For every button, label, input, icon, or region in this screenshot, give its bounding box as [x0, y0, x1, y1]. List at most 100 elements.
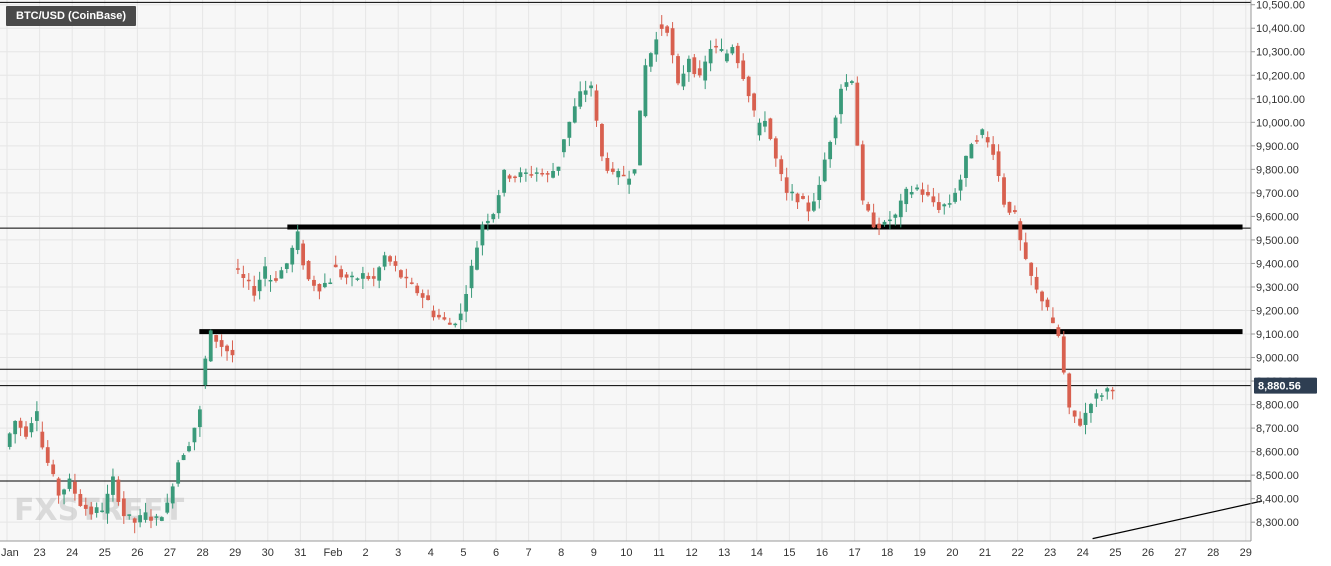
candle-body — [187, 446, 191, 452]
candle-down — [420, 289, 425, 309]
candle-up — [909, 185, 914, 199]
candle-down — [513, 175, 517, 183]
candle-up — [154, 513, 159, 526]
x-tick-label: 23 — [1044, 547, 1056, 559]
candle-up — [518, 167, 523, 183]
candle-up — [127, 514, 132, 520]
candle-body — [219, 340, 224, 347]
x-tick-label: 14 — [751, 547, 763, 559]
candle-up — [849, 79, 854, 85]
candle-body — [1078, 418, 1082, 426]
candle-up — [562, 138, 566, 158]
candle-down — [236, 258, 240, 275]
candle-body — [116, 479, 121, 502]
candle-up — [257, 271, 262, 300]
candle-up — [105, 484, 110, 524]
candle-body — [540, 173, 545, 175]
candle-up — [458, 303, 463, 330]
candle-up — [556, 166, 561, 176]
candle-down — [795, 192, 800, 209]
candle-body — [415, 285, 420, 294]
x-tick-label: Feb — [324, 547, 343, 559]
y-tick-label: 8,800.00 — [1256, 400, 1299, 412]
candle-body — [790, 191, 795, 194]
candle-body — [654, 39, 659, 55]
candle-down — [676, 53, 680, 86]
candle-body — [1045, 299, 1050, 308]
x-tick-label: 16 — [816, 547, 828, 559]
candle-down — [1061, 330, 1066, 375]
candle-body — [491, 214, 496, 220]
candle-body — [301, 243, 306, 266]
candle-up — [138, 508, 143, 528]
candle-body — [556, 166, 561, 171]
last-price-tag-bg — [1254, 377, 1317, 394]
candle-body — [844, 82, 849, 87]
candle-body — [159, 517, 164, 521]
candle-body — [817, 184, 822, 201]
y-tick-label: 9,200.00 — [1256, 305, 1299, 317]
candle-up — [464, 285, 469, 323]
candle-body — [404, 276, 409, 279]
candle-body — [670, 28, 675, 56]
candle-body — [779, 159, 784, 175]
candle-down — [605, 152, 610, 174]
candle-up — [34, 401, 39, 432]
candle-down — [1029, 262, 1034, 286]
candle-body — [507, 175, 512, 179]
candle-down — [779, 155, 784, 182]
candle-body — [795, 193, 800, 203]
candle-down — [1056, 324, 1061, 338]
candle-body — [105, 493, 110, 514]
candle-down — [806, 195, 811, 222]
candle-body — [757, 122, 762, 136]
candle-up — [790, 184, 795, 201]
candle-down — [344, 272, 349, 285]
candle-body — [616, 171, 621, 178]
candle-body — [246, 279, 251, 282]
candle-body — [562, 139, 566, 153]
candle-body — [1067, 373, 1072, 408]
candle-up — [480, 221, 485, 256]
candle-down — [801, 193, 805, 200]
candle-body — [697, 68, 702, 76]
candle-up — [1083, 402, 1088, 435]
candle-body — [605, 157, 610, 171]
candle-body — [719, 49, 724, 51]
last-price-tag: 8,880.56 — [1254, 377, 1317, 394]
candle-body — [18, 420, 23, 428]
candle-body — [295, 231, 300, 250]
plot-area[interactable] — [0, 0, 1251, 541]
candle-body — [56, 478, 61, 496]
candle-body — [985, 137, 990, 143]
x-axis: Jan 23 24 25 26 27 28 29 30 31 Feb 2 3 4 5 6 7 8 9 10 11 12 13… — [0, 540, 1252, 559]
candle-body — [94, 507, 99, 513]
candle-body — [241, 274, 246, 279]
candle-body — [784, 177, 789, 193]
candle-body — [888, 219, 892, 222]
candle-body — [594, 90, 599, 121]
y-tick-label: 9,300.00 — [1256, 282, 1299, 294]
candle-body — [980, 129, 985, 135]
candle-up — [377, 265, 382, 289]
y-tick-label: 9,500.00 — [1256, 235, 1299, 247]
candle-body — [67, 478, 72, 489]
candle-up — [203, 355, 208, 389]
candle-body — [1056, 327, 1061, 336]
y-tick-label: 10,400.00 — [1256, 23, 1305, 35]
candle-down — [230, 340, 235, 363]
candle-up — [719, 38, 724, 53]
x-tick-label: 27 — [164, 547, 176, 559]
candle-body — [263, 266, 267, 279]
candle-body — [1089, 403, 1093, 414]
candle-body — [225, 345, 229, 352]
candle-down — [73, 473, 77, 501]
candle-up — [654, 31, 659, 62]
candle-up — [1099, 392, 1104, 401]
candle-down — [1110, 387, 1115, 400]
candle-body — [420, 293, 425, 298]
candle-up — [67, 473, 72, 492]
candle-down — [24, 421, 28, 440]
candle-up — [904, 186, 909, 213]
